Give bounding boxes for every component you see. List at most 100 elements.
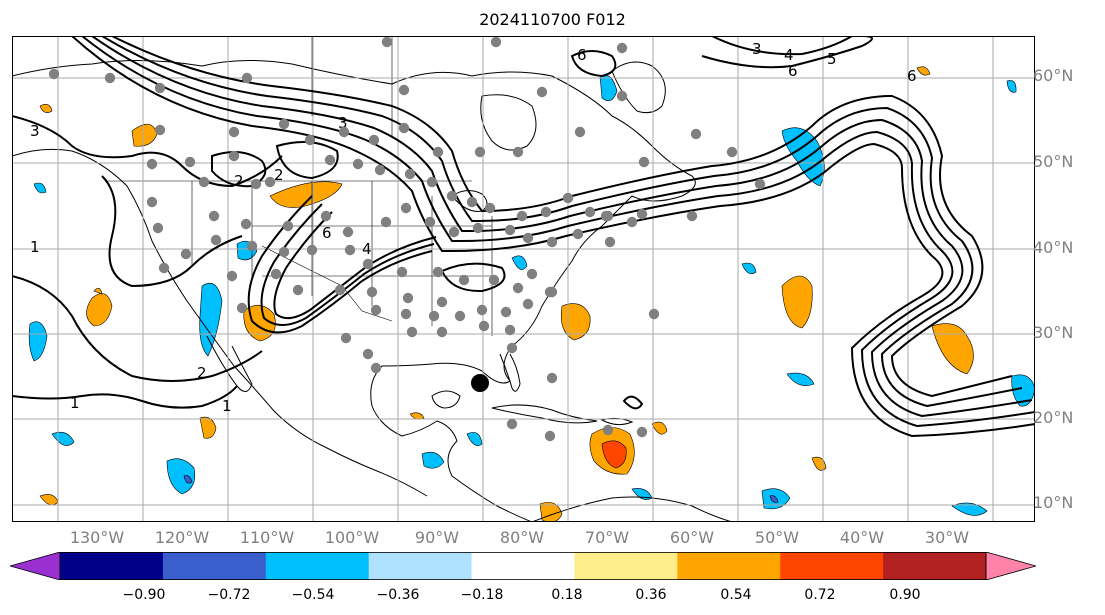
strong-negative-anomaly-area [183,475,193,484]
station-marker [500,306,512,318]
station-marker [228,150,240,162]
lon-label: 70°W [584,528,630,547]
negative-anomaly-area [166,458,196,495]
station-marker [506,342,518,354]
negative-anomaly-area [741,262,757,275]
colorbar-tick-label: 0.54 [720,587,752,603]
contour-label: 4 [362,240,372,258]
station-marker [334,284,346,296]
graticule [12,36,1035,522]
station-marker [726,146,738,158]
station-marker [648,308,660,320]
contour-line [101,36,1023,408]
station-marker [344,244,356,256]
station-marker [574,126,586,138]
great-lakes [451,190,488,212]
negative-anomaly-area [33,182,47,194]
contour-label: 5 [827,50,837,68]
station-marker [154,82,166,94]
station-marker [362,348,374,360]
station-marker [754,178,766,190]
colorbar-tick-label: 0.18 [551,587,583,603]
contour-line [211,151,267,188]
station-marker [544,430,556,442]
station-marker [368,134,380,146]
station-marker [146,158,158,170]
station-marker [686,210,698,222]
station-marker [504,224,516,236]
positive-anomaly-area [86,293,113,327]
station-marker [466,196,478,208]
ocean-background [12,36,1035,522]
lon-label: 110°W [239,528,295,547]
station-marker [488,274,500,286]
contour-line [622,395,644,410]
station-marker [400,202,412,214]
station-marker [398,122,410,134]
contour-line [101,175,243,288]
station-marker [572,228,584,240]
station-marker [400,308,412,320]
station-marker [362,258,374,270]
figure-title: 2024110700 F012 [479,10,626,29]
station-marker [236,302,248,314]
station-marker [638,156,650,168]
station-marker [342,226,354,238]
positive-anomaly-area [199,416,217,439]
station-marker [402,292,414,304]
station-marker [282,220,294,232]
colorbar-segment [265,552,370,580]
contour-line [81,36,1035,428]
colorbar-segment [780,552,884,580]
station-marker [366,286,378,298]
contour-label: 2 [234,172,244,190]
contour-label: 4 [784,46,794,64]
contour-label: 6 [322,224,332,242]
colorbar-tick-label: −0.72 [207,587,251,603]
colorbar-segment [883,552,987,580]
station-marker [546,236,558,248]
station-marker [396,266,408,278]
lon-label: 30°W [924,528,970,547]
station-marker [208,210,220,222]
colorbar-tick-label: −0.90 [122,587,166,603]
station-marker [476,304,488,316]
station-marker [602,424,614,436]
contour-label: 1 [222,397,232,415]
contour-line [12,385,238,409]
contour-label: 2 [197,364,207,382]
station-marker [381,36,393,48]
contour-line [111,36,1013,398]
station-marker [562,192,574,204]
lon-label: 100°W [324,528,380,547]
lat-label: 60°N [1033,66,1074,85]
station-marker [490,36,502,48]
station-marker [370,362,382,374]
station-marker [458,274,470,286]
lon-label: 50°W [754,528,800,547]
contour-label: 2 [274,166,284,184]
contour-line [247,195,433,334]
colorbar-segment [368,552,473,580]
station-marker [338,126,350,138]
station-marker [324,154,336,166]
station-marker [526,268,538,280]
positive-anomaly-area [651,421,668,435]
positive-anomaly-area [781,275,813,329]
station-marker [436,296,448,308]
lon-label: 120°W [154,528,210,547]
positive-anomaly-area [39,104,53,113]
station-marker [478,320,490,332]
cuba [491,404,598,424]
station-marker [512,146,524,158]
strong-positive-anomaly-area [601,440,627,469]
station-marker [404,168,416,180]
yucatan [431,390,461,409]
contour-label: 3 [752,40,762,58]
station-marker [428,310,440,322]
station-marker [432,146,444,158]
station-marker [454,310,466,322]
contour-line [273,211,437,320]
station-marker [690,128,702,140]
station-marker [446,190,458,202]
